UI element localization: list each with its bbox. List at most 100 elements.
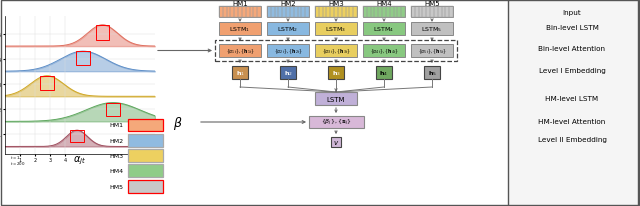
Text: HM1: HM1: [109, 123, 123, 128]
Bar: [40, 76, 54, 91]
Text: HM4: HM4: [376, 1, 392, 7]
Text: $\{\alpha_{5t}\},\{\mathbf{h}_{5t}\}$: $\{\alpha_{5t}\},\{\mathbf{h}_{5t}\}$: [417, 47, 447, 56]
Bar: [278, 7, 282, 18]
Bar: [219, 7, 223, 18]
Bar: [234, 7, 238, 18]
Bar: [386, 7, 390, 18]
Bar: [305, 7, 309, 18]
Bar: [411, 23, 453, 36]
Bar: [230, 7, 234, 18]
Text: LSTM$_1$: LSTM$_1$: [230, 25, 250, 34]
Bar: [326, 7, 330, 18]
Text: HM5: HM5: [109, 184, 123, 189]
Text: $\beta$: $\beta$: [173, 115, 183, 132]
Bar: [315, 7, 319, 18]
Bar: [411, 45, 453, 58]
Bar: [363, 7, 405, 18]
Text: HM1: HM1: [232, 1, 248, 7]
Bar: [309, 116, 364, 128]
Bar: [267, 7, 309, 18]
Bar: [330, 7, 334, 18]
Text: LSTM$_2$: LSTM$_2$: [278, 25, 298, 34]
Text: LSTM$_3$: LSTM$_3$: [326, 25, 346, 34]
Bar: [257, 7, 261, 18]
Bar: [315, 92, 357, 105]
Bar: [424, 67, 440, 80]
Bar: [315, 23, 357, 36]
Bar: [280, 67, 296, 80]
Text: $\mathbf{h}_4$: $\mathbf{h}_4$: [380, 69, 388, 78]
Bar: [301, 7, 305, 18]
Bar: [371, 7, 374, 18]
Text: $\mathbf{h}_1$: $\mathbf{h}_1$: [236, 69, 244, 78]
Bar: [449, 7, 453, 18]
Text: Input: Input: [563, 10, 581, 16]
Bar: [378, 7, 382, 18]
Text: $\{\alpha_{2t}\},\{\mathbf{h}_{2t}\}$: $\{\alpha_{2t}\},\{\mathbf{h}_{2t}\}$: [273, 47, 303, 56]
Bar: [338, 7, 342, 18]
Bar: [315, 7, 357, 18]
Text: $\{\alpha_{3t}\},\{\mathbf{h}_{3t}\}$: $\{\alpha_{3t}\},\{\mathbf{h}_{3t}\}$: [321, 47, 351, 56]
Text: HM-level LSTM: HM-level LSTM: [545, 96, 598, 102]
Bar: [238, 7, 242, 18]
Text: HM3: HM3: [109, 153, 123, 158]
Bar: [215, 41, 457, 62]
Bar: [353, 7, 357, 18]
Text: $\{\beta_j\},\{\mathbf{s}_j\}$: $\{\beta_j\},\{\mathbf{s}_j\}$: [321, 117, 351, 128]
Bar: [267, 7, 271, 18]
Bar: [430, 7, 434, 18]
Bar: [242, 7, 246, 18]
Bar: [267, 23, 309, 36]
Text: $\mathbf{h}_3$: $\mathbf{h}_3$: [332, 69, 340, 78]
Bar: [319, 7, 323, 18]
Bar: [445, 7, 449, 18]
Bar: [219, 7, 261, 18]
Text: HM3: HM3: [328, 1, 344, 7]
Bar: [419, 7, 422, 18]
Bar: [128, 134, 163, 147]
Text: $t$$=$1: $t$$=$1: [10, 154, 20, 161]
Text: Bin-level LSTM: Bin-level LSTM: [545, 25, 598, 31]
Bar: [442, 7, 445, 18]
Bar: [374, 7, 378, 18]
Bar: [394, 7, 397, 18]
Bar: [271, 7, 275, 18]
Bar: [334, 7, 338, 18]
Bar: [328, 67, 344, 80]
Bar: [315, 45, 357, 58]
Bar: [508, 1, 638, 205]
Text: LSTM$_4$: LSTM$_4$: [373, 25, 395, 34]
Bar: [282, 7, 286, 18]
Text: $t$$=$200: $t$$=$200: [10, 159, 25, 166]
Bar: [267, 45, 309, 58]
Bar: [411, 7, 453, 18]
Bar: [397, 7, 401, 18]
Bar: [411, 7, 415, 18]
Bar: [219, 45, 261, 58]
Bar: [422, 7, 426, 18]
Bar: [128, 165, 163, 177]
Bar: [401, 7, 405, 18]
Bar: [219, 23, 261, 36]
Bar: [128, 119, 163, 132]
Bar: [363, 45, 405, 58]
Bar: [128, 149, 163, 162]
Text: HM-level Attention: HM-level Attention: [538, 118, 605, 124]
Bar: [290, 7, 294, 18]
Bar: [342, 7, 346, 18]
Bar: [275, 7, 278, 18]
Text: HM5: HM5: [424, 1, 440, 7]
Text: Bin-level Attention: Bin-level Attention: [538, 46, 605, 52]
Bar: [382, 7, 386, 18]
Text: Level II Embedding: Level II Embedding: [538, 136, 607, 142]
Text: $\{\alpha_{1t}\},\{\mathbf{h}_{1t}\}$: $\{\alpha_{1t}\},\{\mathbf{h}_{1t}\}$: [225, 47, 255, 56]
Text: LSTM: LSTM: [327, 96, 345, 102]
Bar: [346, 7, 349, 18]
Text: HM4: HM4: [109, 169, 123, 173]
Text: $\mathbf{h}_2$: $\mathbf{h}_2$: [284, 69, 292, 78]
Bar: [323, 7, 326, 18]
Bar: [298, 7, 301, 18]
Bar: [415, 7, 419, 18]
Bar: [128, 180, 163, 193]
Bar: [246, 7, 250, 18]
